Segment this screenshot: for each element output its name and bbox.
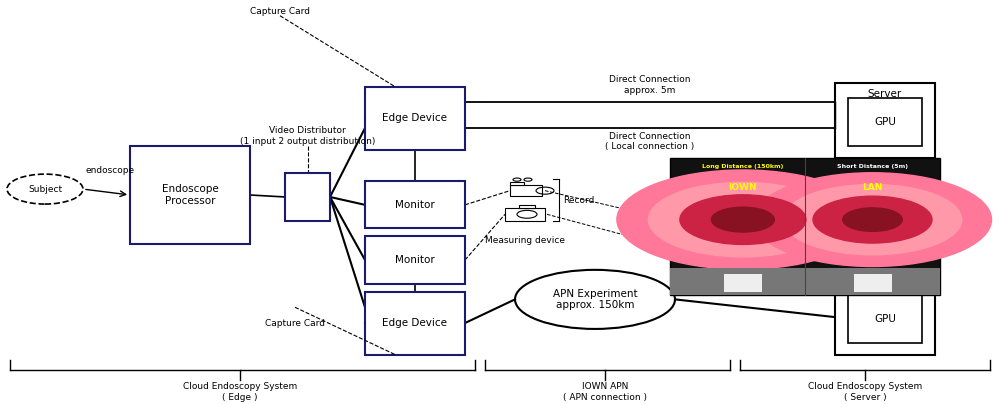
Text: Edge Device: Edge Device	[382, 113, 448, 123]
Circle shape	[711, 207, 774, 232]
FancyBboxPatch shape	[848, 99, 922, 146]
Circle shape	[754, 173, 992, 267]
FancyBboxPatch shape	[670, 268, 940, 295]
FancyBboxPatch shape	[365, 87, 465, 150]
FancyBboxPatch shape	[848, 295, 922, 343]
Text: Short Distance (5m): Short Distance (5m)	[837, 164, 908, 169]
Text: GPU: GPU	[874, 314, 896, 324]
Text: endoscope: endoscope	[86, 166, 135, 175]
Text: Server: Server	[868, 88, 902, 99]
Text: Capture Card: Capture Card	[250, 7, 310, 16]
Text: Server: Server	[868, 286, 902, 296]
Circle shape	[783, 185, 962, 255]
Text: Endoscope
Processor: Endoscope Processor	[162, 184, 218, 206]
FancyBboxPatch shape	[505, 208, 545, 221]
Text: Direct Connection
approx. 5m: Direct Connection approx. 5m	[609, 75, 691, 95]
Circle shape	[813, 196, 932, 243]
Text: Monitor: Monitor	[395, 200, 435, 210]
Text: GPU: GPU	[874, 117, 896, 127]
Circle shape	[843, 208, 902, 231]
FancyBboxPatch shape	[130, 146, 250, 244]
Text: Capture Card: Capture Card	[265, 319, 325, 328]
FancyBboxPatch shape	[285, 173, 330, 221]
Text: LAN: LAN	[862, 183, 883, 192]
Text: Edge Device: Edge Device	[382, 318, 448, 328]
FancyBboxPatch shape	[670, 158, 940, 295]
FancyBboxPatch shape	[365, 236, 465, 284]
FancyBboxPatch shape	[835, 280, 935, 355]
Text: Measuring device: Measuring device	[485, 236, 565, 245]
FancyBboxPatch shape	[854, 274, 892, 292]
Text: Cloud Endoscopy System
( Edge ): Cloud Endoscopy System ( Edge )	[183, 382, 297, 402]
FancyBboxPatch shape	[510, 182, 524, 185]
FancyBboxPatch shape	[724, 274, 762, 292]
FancyBboxPatch shape	[365, 181, 465, 229]
Text: Monitor: Monitor	[395, 255, 435, 265]
Circle shape	[680, 195, 806, 244]
FancyBboxPatch shape	[835, 83, 935, 158]
Text: Direct Connection
( Local connection ): Direct Connection ( Local connection )	[605, 132, 695, 151]
Text: Long Distance (150km): Long Distance (150km)	[702, 164, 784, 169]
Text: IOWN: IOWN	[729, 183, 757, 192]
FancyBboxPatch shape	[510, 185, 542, 196]
FancyBboxPatch shape	[365, 292, 465, 355]
Text: Subject: Subject	[28, 185, 62, 194]
Circle shape	[648, 182, 837, 257]
Text: Video Distributor
(1 input 2 output distribution): Video Distributor (1 input 2 output dist…	[240, 126, 375, 146]
Circle shape	[617, 170, 869, 269]
Text: IOWN APN
( APN connection ): IOWN APN ( APN connection )	[563, 382, 647, 402]
FancyBboxPatch shape	[519, 205, 535, 208]
Text: Cloud Endoscopy System
( Server ): Cloud Endoscopy System ( Server )	[808, 382, 922, 402]
Text: Record: Record	[563, 196, 594, 205]
Text: APN Experiment
approx. 150km: APN Experiment approx. 150km	[553, 288, 637, 310]
